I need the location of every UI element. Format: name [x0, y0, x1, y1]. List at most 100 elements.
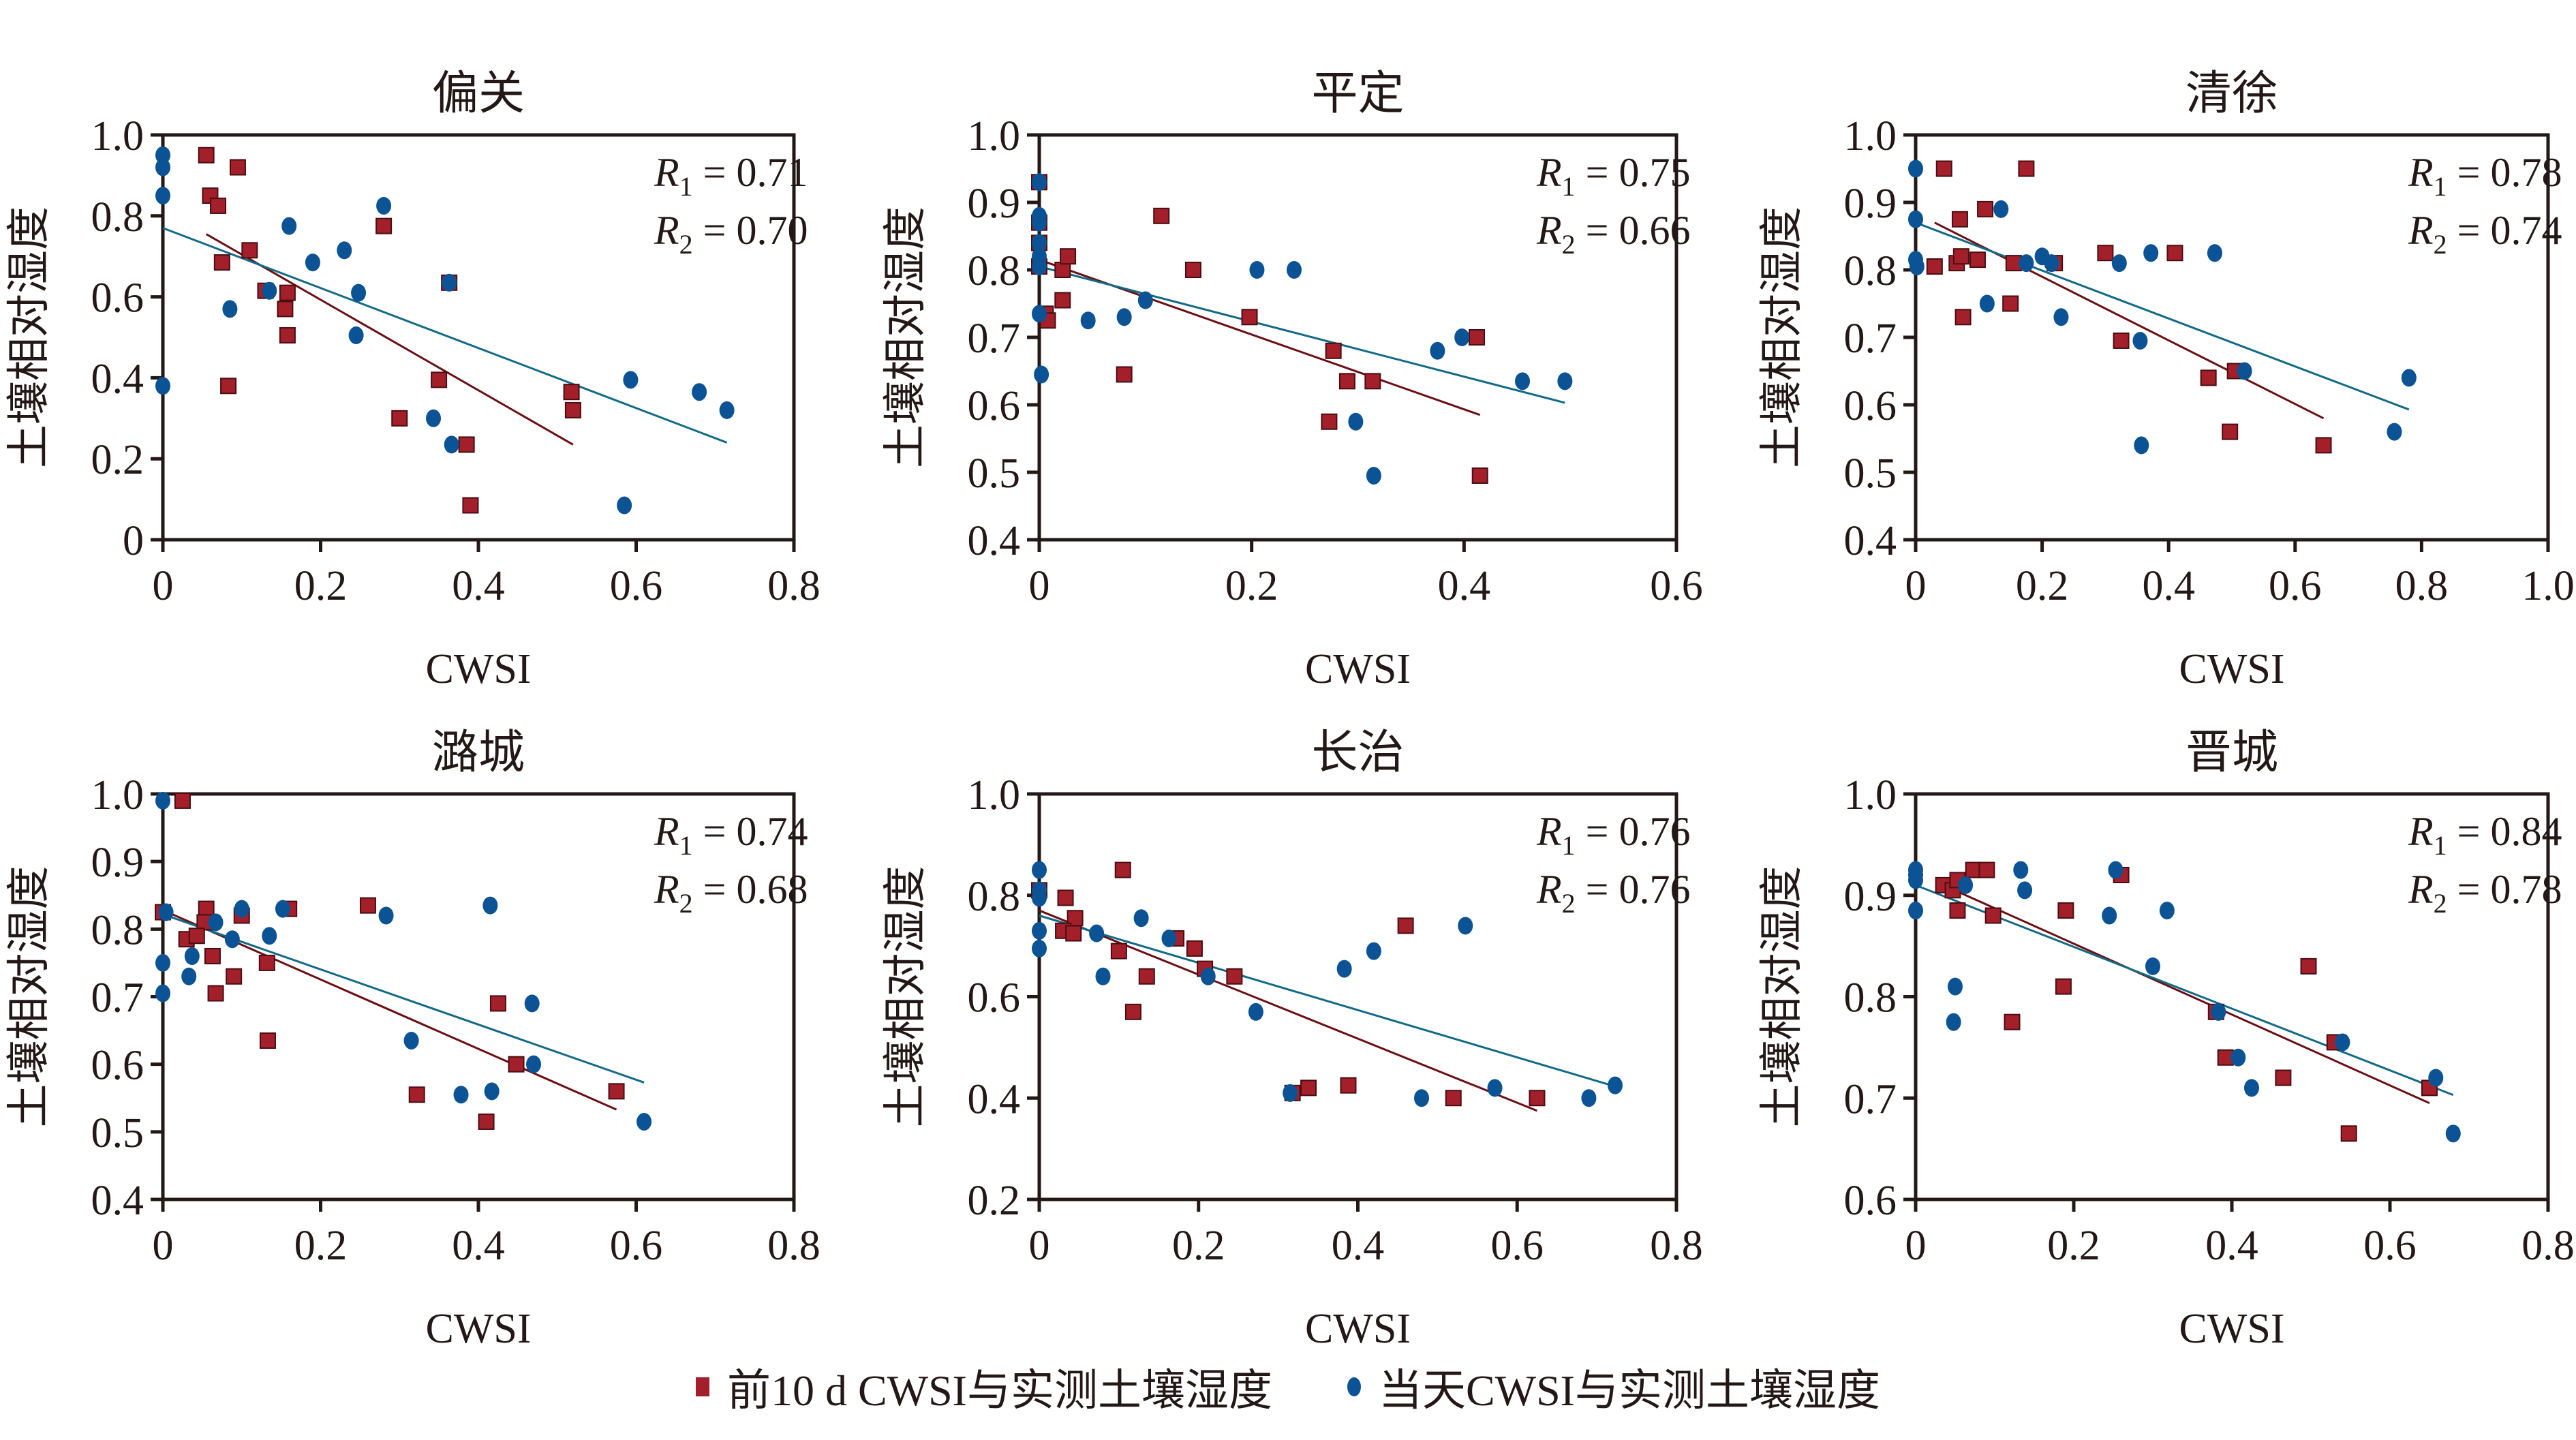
- plot-frame: [1037, 133, 1678, 542]
- x-tick-label: 0.6: [1491, 1223, 1544, 1269]
- x-tick-label: 0.2: [1225, 563, 1278, 609]
- data-point-10d: [174, 792, 191, 809]
- data-point-10d: [359, 897, 376, 914]
- data-point-10d: [608, 1083, 625, 1100]
- data-point-10d: [1952, 248, 1969, 265]
- data-point-today: [1161, 929, 1177, 947]
- r-subscript: 2: [2434, 229, 2447, 260]
- data-point-today: [262, 927, 277, 945]
- data-point-10d: [198, 147, 215, 164]
- y-tick-label: 0.4: [968, 518, 1021, 564]
- data-point-10d: [188, 928, 205, 945]
- data-point-today: [1032, 234, 1047, 252]
- data-point-10d: [207, 985, 224, 1002]
- y-tick-label: 0.4: [91, 356, 144, 402]
- x-tick-label: 0.4: [2142, 563, 2195, 609]
- r-value: = 0.76: [1576, 809, 1691, 854]
- data-point-today: [2145, 957, 2160, 975]
- r-symbol: R: [2408, 208, 2434, 253]
- y-tick-label: 1.0: [968, 772, 1021, 818]
- data-point-10d: [279, 327, 296, 344]
- x-tick-label: 0.8: [2521, 1223, 2575, 1269]
- data-point-10d: [1241, 309, 1258, 326]
- r-symbol: R: [1536, 208, 1562, 253]
- r-annotation: R1 = 0.75: [1536, 150, 1691, 202]
- x-axis-label: CWSI: [2179, 1306, 2285, 1352]
- chart-title: 偏关: [432, 67, 525, 119]
- data-point-today: [403, 1031, 419, 1050]
- fit-line-today: [162, 227, 728, 444]
- data-point-10d: [564, 401, 581, 418]
- y-tick-label: 0: [123, 518, 144, 564]
- data-point-10d: [1529, 1090, 1546, 1107]
- r-annotation: R2 = 0.76: [1536, 867, 1691, 919]
- data-point-today: [1032, 861, 1047, 879]
- data-point-today: [262, 281, 277, 300]
- data-point-10d: [489, 995, 506, 1012]
- r-symbol: R: [654, 208, 679, 253]
- data-point-10d: [1338, 373, 1355, 390]
- data-point-10d: [1054, 262, 1071, 278]
- fit-line-today: [1915, 221, 2410, 411]
- y-tick-label: 0.8: [1844, 975, 1897, 1022]
- data-point-today: [2159, 902, 2175, 920]
- x-tick-label: 0: [1905, 563, 1927, 609]
- data-point-today: [617, 496, 632, 515]
- data-point-today: [1116, 308, 1132, 326]
- data-point-today: [637, 1112, 652, 1131]
- r-value: = 0.78: [2447, 150, 2562, 195]
- r-symbol: R: [1536, 809, 1562, 854]
- r-value: = 0.76: [1576, 867, 1691, 912]
- legend-item-today: 当天CWSI与实测土壤湿度: [1347, 1355, 1880, 1418]
- y-tick-label: 0.8: [91, 194, 144, 241]
- data-point-10d: [213, 254, 230, 271]
- r-value: = 0.75: [1576, 150, 1691, 195]
- data-point-today: [1032, 213, 1047, 232]
- data-point-10d: [2340, 1125, 2357, 1142]
- data-point-10d: [1984, 907, 2002, 924]
- r-value: = 0.68: [693, 867, 808, 912]
- y-axis-label: 土壤相对湿度: [881, 866, 930, 1128]
- r-subscript: 2: [2434, 888, 2447, 919]
- data-point-10d: [2002, 295, 2019, 312]
- y-tick-label: 0.9: [91, 840, 144, 886]
- x-tick-label: 0.4: [452, 1223, 505, 1269]
- y-tick-label: 0.9: [1844, 874, 1897, 920]
- data-point-today: [526, 1055, 542, 1073]
- data-point-today: [453, 1086, 469, 1104]
- data-point-today: [1458, 917, 1473, 935]
- data-point-today: [158, 903, 174, 921]
- y-tick-label: 0.6: [1844, 1178, 1897, 1224]
- x-tick-label: 0.2: [2047, 1223, 2100, 1269]
- data-point-10d: [1300, 1079, 1317, 1097]
- data-point-10d: [1469, 329, 1486, 346]
- y-axis-label: 土壤相对湿度: [5, 866, 53, 1128]
- r-symbol: R: [2408, 867, 2434, 912]
- data-point-today: [1032, 305, 1047, 323]
- data-point-today: [2211, 1002, 2226, 1021]
- y-tick-label: 0.7: [968, 316, 1021, 362]
- r-annotation: R2 = 0.70: [654, 208, 808, 260]
- data-point-today: [524, 994, 540, 1013]
- r-symbol: R: [2408, 809, 2434, 854]
- r-value: = 0.66: [1576, 208, 1691, 253]
- x-tick-label: 0.2: [2016, 563, 2069, 609]
- data-point-today: [1089, 924, 1105, 943]
- data-point-10d: [478, 1113, 495, 1130]
- data-point-10d: [1054, 292, 1071, 309]
- data-point-10d: [458, 436, 475, 453]
- y-tick-label: 1.0: [1844, 113, 1897, 159]
- data-point-today: [1430, 341, 1445, 360]
- data-point-10d: [2222, 423, 2239, 440]
- data-point-today: [1287, 261, 1302, 279]
- y-tick-label: 0.4: [91, 1178, 144, 1224]
- x-tick-label: 0.6: [610, 1223, 663, 1269]
- x-tick-label: 0.8: [2395, 563, 2449, 609]
- data-point-10d: [1184, 262, 1201, 278]
- plot-frame: [1914, 133, 2550, 542]
- r-annotation: R1 = 0.76: [1536, 809, 1691, 861]
- data-point-today: [2445, 1124, 2461, 1143]
- legend-label-today: 当天CWSI与实测土壤湿度: [1379, 1366, 1880, 1415]
- data-point-10d: [1138, 968, 1155, 985]
